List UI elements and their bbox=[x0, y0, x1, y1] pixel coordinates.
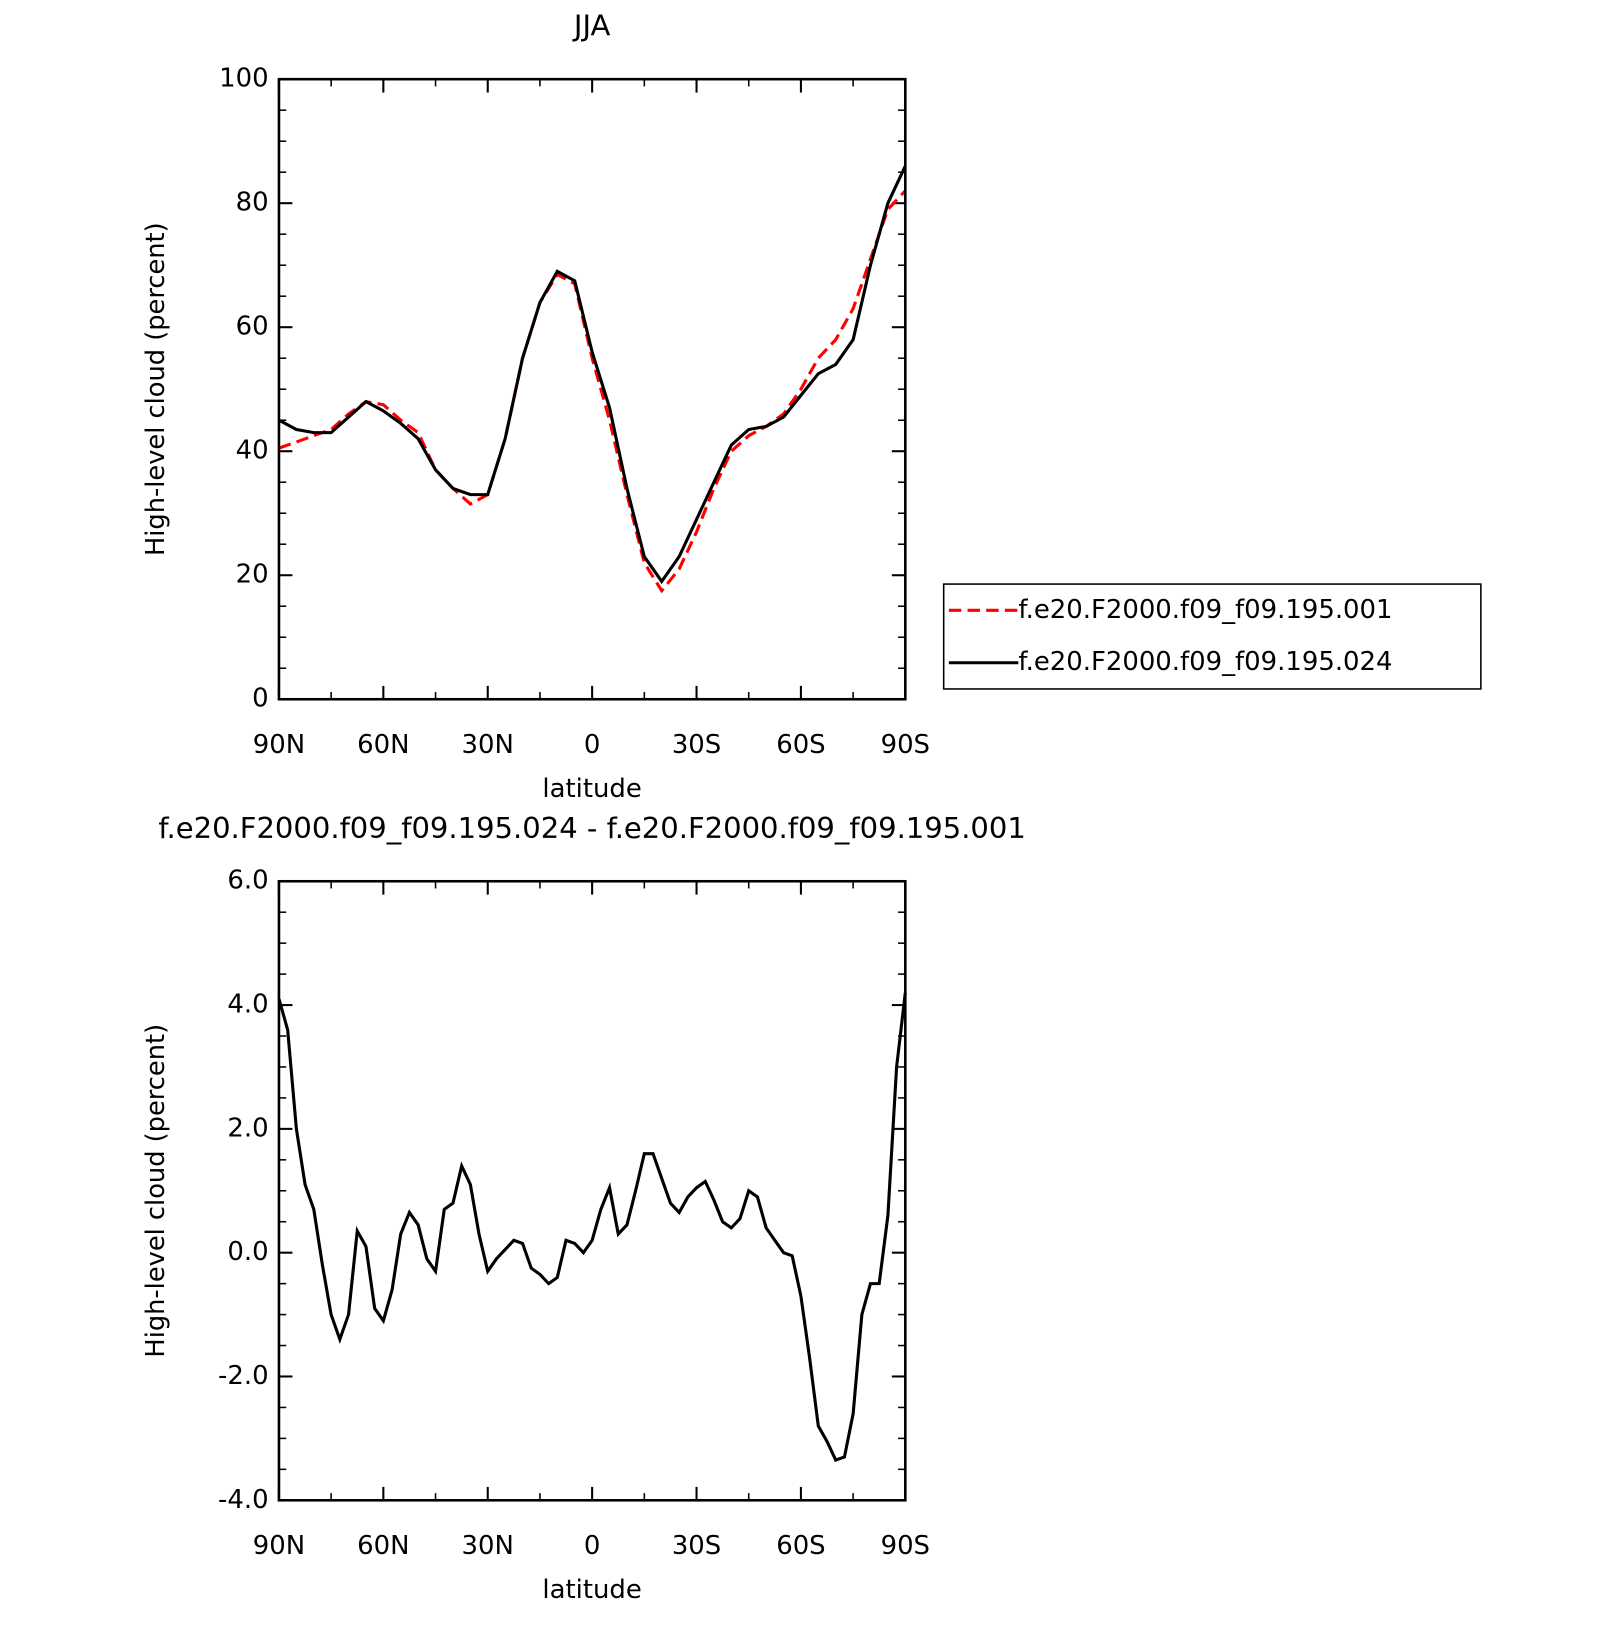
x-tick-label: 60S bbox=[776, 1531, 825, 1561]
plot-frame bbox=[277, 879, 907, 1502]
y-axis-label: High-level cloud (percent) bbox=[141, 1024, 171, 1358]
data-line bbox=[278, 189, 907, 594]
y-tick-label: -4.0 bbox=[218, 1485, 269, 1515]
legend-label: f.e20.F2000.f09_f09.195.001 bbox=[1018, 595, 1392, 625]
y-tick-label: 2.0 bbox=[227, 1113, 268, 1143]
x-tick-label: 0 bbox=[584, 1531, 600, 1561]
x-tick-label: 60S bbox=[776, 730, 825, 760]
chart-title: f.e20.F2000.f09_f09.195.024 - f.e20.F200… bbox=[158, 811, 1025, 845]
y-tick-label: 0.0 bbox=[227, 1237, 268, 1267]
y-tick-label: 40 bbox=[236, 436, 269, 466]
x-tick-label: 30N bbox=[462, 1531, 514, 1561]
data-line bbox=[277, 992, 907, 1463]
y-tick-label: 60 bbox=[236, 312, 269, 342]
x-tick-label: 30S bbox=[672, 730, 721, 760]
x-tick-label: 30S bbox=[672, 1531, 721, 1561]
y-tick-label: 0 bbox=[252, 684, 268, 714]
y-tick-label: 100 bbox=[219, 64, 268, 94]
x-tick-label: 90S bbox=[881, 1531, 930, 1561]
x-tick-label: 90S bbox=[881, 730, 930, 760]
legend-label: f.e20.F2000.f09_f09.195.024 bbox=[1018, 647, 1392, 677]
x-tick-label: 60N bbox=[357, 1531, 409, 1561]
x-tick-label: 90N bbox=[253, 730, 305, 760]
x-axis-label: latitude bbox=[542, 1575, 641, 1605]
x-tick-label: 90N bbox=[253, 1531, 305, 1561]
chart-title: JJA bbox=[572, 9, 611, 43]
plot-frame bbox=[277, 77, 907, 701]
x-tick-label: 30N bbox=[462, 730, 514, 760]
data-line bbox=[278, 165, 907, 585]
y-tick-label: 6.0 bbox=[227, 866, 268, 896]
x-tick-label: 60N bbox=[357, 730, 409, 760]
y-tick-label: 4.0 bbox=[227, 990, 268, 1020]
y-tick-label: 80 bbox=[236, 188, 269, 218]
x-axis-label: latitude bbox=[542, 774, 641, 804]
y-tick-label: -2.0 bbox=[218, 1361, 269, 1391]
x-tick-label: 0 bbox=[584, 730, 600, 760]
y-tick-label: 20 bbox=[236, 560, 269, 590]
legend-box bbox=[942, 583, 1482, 690]
y-axis-label: High-level cloud (percent) bbox=[141, 222, 171, 556]
